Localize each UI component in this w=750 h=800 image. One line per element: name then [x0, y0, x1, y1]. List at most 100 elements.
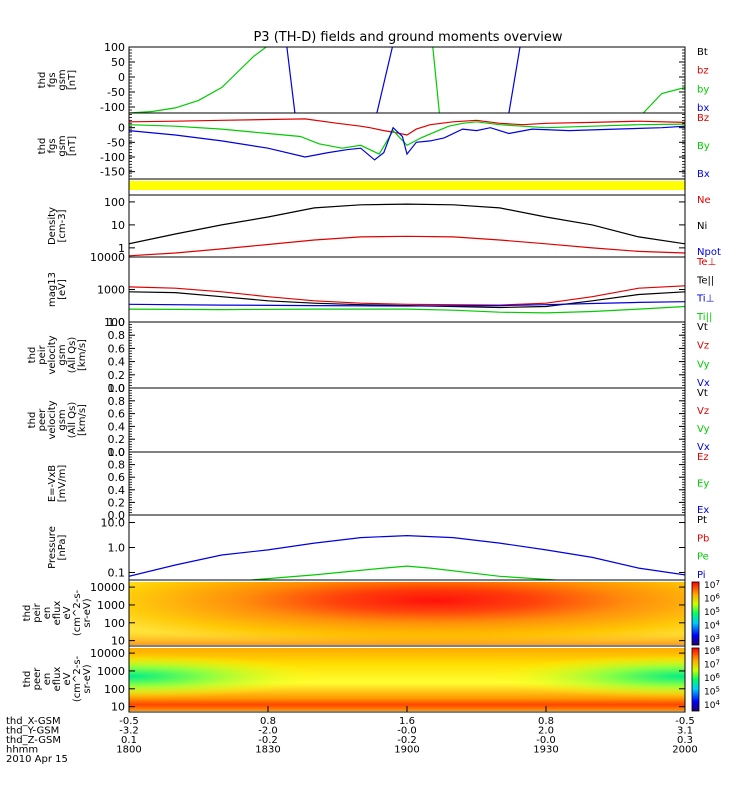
x-row-label: hhmm — [6, 745, 38, 756]
peir-velocity-ylabel: thd — [27, 347, 38, 364]
density-ylabel: Density — [47, 207, 58, 245]
peir-spectrogram-ylabel: en — [42, 607, 53, 620]
peir-spectrogram-ylabel: sr-eV) — [82, 598, 93, 627]
fgs-hires-ylabel: [nT] — [67, 136, 78, 156]
fgs-ytick-label: 100 — [104, 41, 125, 54]
fgs-hires-ytick-label: -150 — [100, 166, 125, 179]
fgs-hires-ylabel: thd — [37, 138, 48, 155]
x-tick-label: 3.1 — [677, 726, 693, 737]
density-legend-2: Npot — [697, 247, 721, 258]
temperature-legend-0: Te⊥ — [696, 257, 716, 268]
peer-velocity-ytick-label: 0.0 — [108, 446, 126, 459]
peir-spectrogram-ylabel: (cm^2-s- — [72, 589, 83, 636]
x-row-label: thd_Y-GSM — [6, 726, 59, 737]
fgs-hires-ytick-label: -100 — [100, 151, 125, 164]
fgs-hires-legend-2: Bx — [697, 169, 710, 180]
fgs-hires-panel: thd fgs gsm [nT] Bz By Bx — [37, 113, 710, 180]
efield-panel: E=-VxB [mV/m] Ez Ey Ex — [47, 452, 709, 516]
pressure-ytick-label: 0.1 — [108, 566, 126, 579]
efield-legend-2: Ex — [697, 505, 709, 516]
x-tick-label: 1800 — [116, 745, 141, 756]
peer-spectrogram-ytick-label: 100 — [104, 683, 125, 696]
efield-legend-1: Ey — [697, 479, 709, 490]
peir-spectrogram-colorbar-label: 105 — [704, 606, 720, 618]
efield-legend-0: Ez — [697, 452, 709, 463]
peir-spectrogram-ylabel: thd — [22, 605, 33, 622]
peir-velocity-ylabel: gsm — [57, 344, 68, 365]
peir-velocity-legend-3: Vx — [697, 378, 710, 389]
peer-spectrogram-ylabel: eV — [62, 672, 73, 685]
temperature-ylabel: mag13 — [47, 272, 58, 307]
peer-velocity-ylabel: (All Qs) — [67, 402, 78, 439]
temperature-panel: mag13 [eV] Te⊥ Te|| Ti⊥ Ti|| — [47, 257, 716, 323]
pressure-series-Pi-0 — [129, 534, 685, 577]
density-legend-1: Ni — [697, 221, 707, 232]
temperature-ylabel: [eV] — [57, 279, 68, 300]
density-ytick-label: 100 — [104, 196, 125, 209]
efield-ytick-label: 0.8 — [108, 459, 126, 472]
fgs-ytick-label: -100 — [100, 101, 125, 114]
pressure-legend-2: Pe — [697, 552, 709, 563]
fgs-ytick-label: 0 — [118, 71, 125, 84]
peir-velocity-panel: thd peir velocity gsm (All Qs) [km/s] Vt Vz Vy Vx — [27, 322, 710, 389]
peer-spectrogram-ylabel: en — [42, 673, 53, 686]
peer-spectrogram-colorbar-label: 106 — [704, 672, 720, 684]
fgs-series-by-0 — [129, 47, 268, 113]
fgs-quality-bar — [129, 181, 685, 190]
peir-spectrogram-ytick-label: 100 — [104, 617, 125, 630]
peer-velocity-frame — [128, 387, 686, 453]
peer-spectrogram-colorbar-label: 105 — [704, 686, 720, 698]
peir-velocity-legend-0: Vt — [697, 322, 708, 333]
efield-ytick-label: 0.0 — [108, 509, 126, 522]
peer-spectrogram-right — [129, 648, 685, 711]
overlays — [129, 181, 700, 712]
fgs-hires-legend-1: By — [697, 141, 710, 152]
fgs-hires-series-By-1 — [129, 121, 685, 155]
efield-ytick-label: 0.2 — [108, 496, 126, 509]
fgs-hires-legend-0: Bz — [697, 113, 709, 124]
temperature-ytick-label: 1000 — [97, 284, 125, 297]
density-series-Ne-1 — [129, 235, 685, 257]
x-tick-label: 1.6 — [399, 716, 415, 727]
peer-velocity-legend-1: Vz — [697, 406, 709, 417]
pressure-legend-0: Pt — [697, 515, 707, 526]
peir-velocity-legend-2: Vy — [697, 359, 710, 370]
peir-velocity-ylabel: peir — [37, 344, 48, 364]
peer-velocity-ytick-label: 0.4 — [108, 420, 126, 433]
peer-spectrogram-ytick-label: 1000 — [97, 665, 125, 678]
x-tick-label: 0.8 — [538, 716, 554, 727]
x-tick-label: 1900 — [394, 745, 419, 756]
fgs-hires-frame — [128, 112, 686, 180]
peir-spectrogram-ytick-label: 10 — [111, 635, 125, 648]
x-tick-label: 2.0 — [538, 726, 554, 737]
fgs-hires-series-Bx-2 — [129, 125, 685, 161]
x-row-label: thd_Z-GSM — [6, 735, 61, 746]
density-legend-0: Ne — [697, 195, 711, 206]
fgs-ytick-label: 50 — [111, 56, 125, 69]
fgs-hires-series-Bz-0 — [129, 118, 685, 136]
density-panel: Density [cm-3] Ne Ni Npot — [47, 195, 721, 258]
fgs-series-by-1 — [432, 47, 440, 113]
temperature-legend-3: Ti|| — [696, 312, 712, 323]
peer-velocity-ylabel: thd — [27, 412, 38, 429]
peer-velocity-ytick-label: 0.6 — [108, 408, 126, 421]
pressure-panel: Pressure [nPa] Pt Pb Pe Pi — [47, 515, 709, 581]
fgs-series-bx-3 — [286, 47, 296, 113]
peir-velocity-legend-1: Vz — [697, 341, 709, 352]
x-tick-label: -2.0 — [258, 726, 278, 737]
fgs-hires-ylabel: gsm — [57, 135, 68, 156]
peer-spectrogram-colorbar-label: 108 — [704, 645, 720, 657]
x-row-label: 2010 Apr 15 — [6, 754, 68, 765]
fgs-ylabel: fgs — [47, 72, 58, 87]
fgs-legend-3: bx — [697, 103, 709, 114]
temperature-series-Te⊥-0 — [129, 285, 685, 306]
fgs-series-by-2 — [642, 86, 685, 113]
peir-velocity-ytick-label: 0.2 — [108, 369, 126, 382]
peer-spectrogram-ylabel: peer — [32, 667, 43, 691]
x-tick-label: 1830 — [255, 745, 280, 756]
fgs-ylabel: [nT] — [67, 70, 78, 90]
peir-spectrogram-colorbar-label: 107 — [704, 579, 720, 591]
